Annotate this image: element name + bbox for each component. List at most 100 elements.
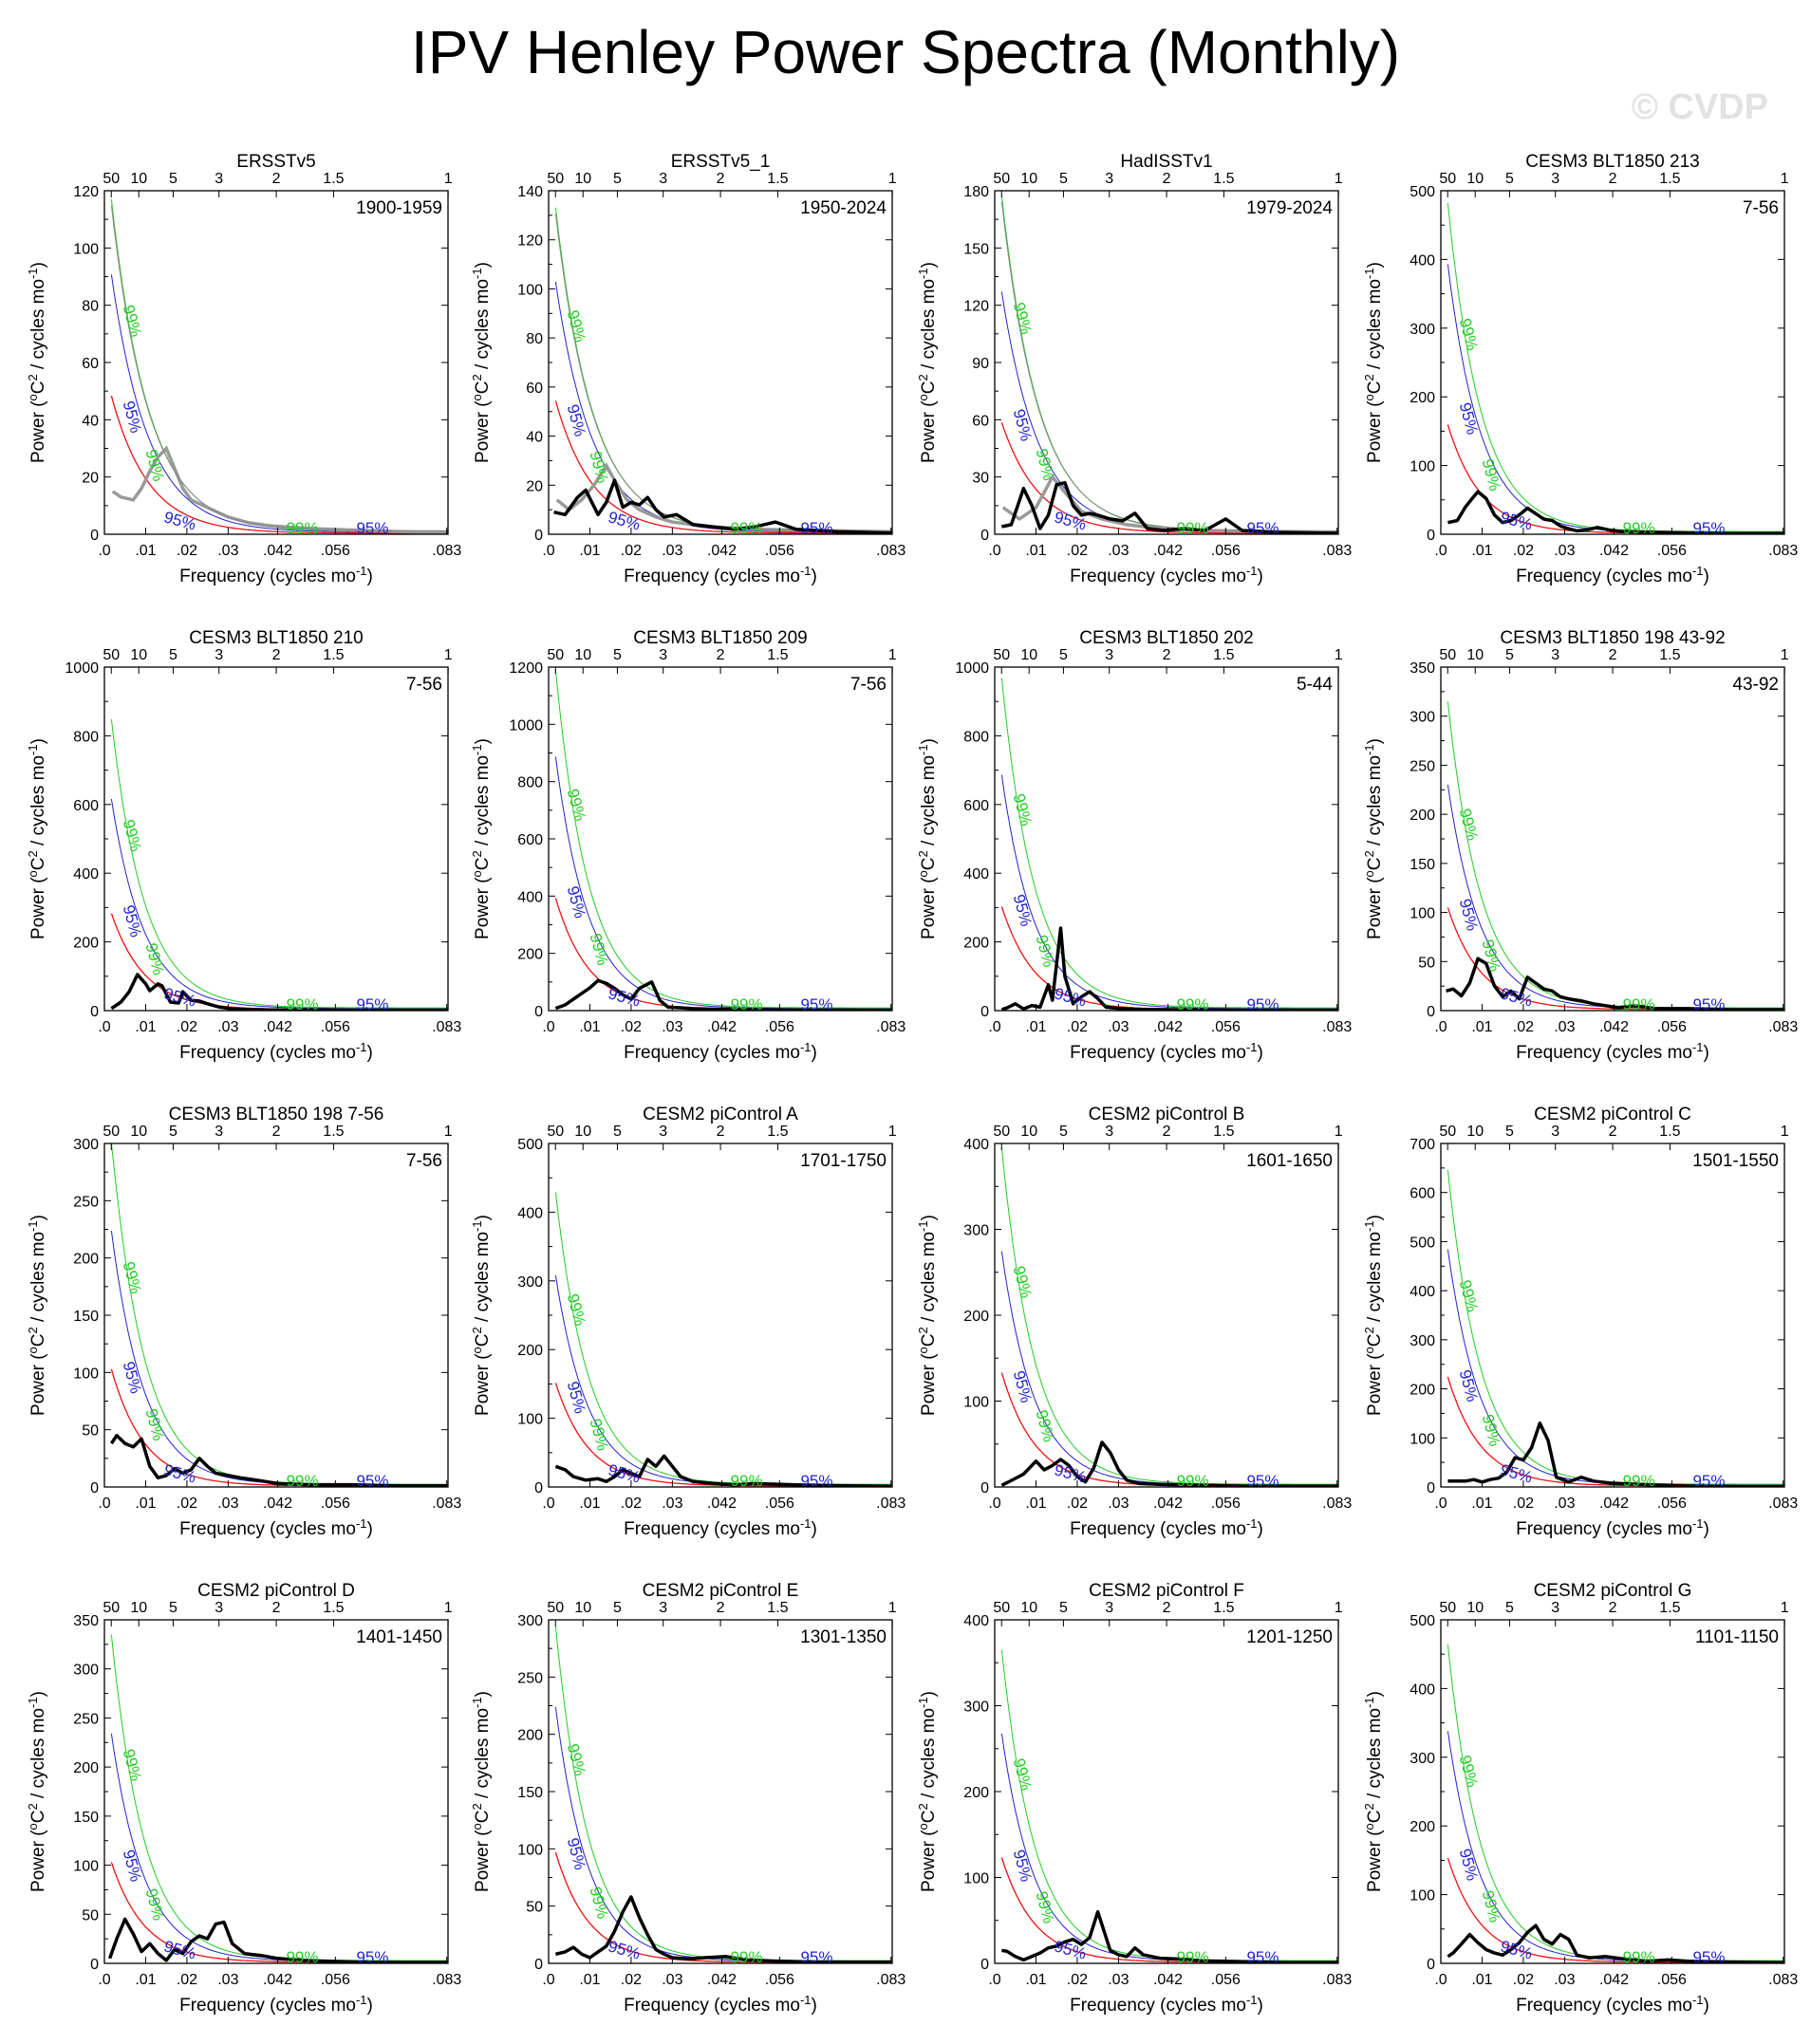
conf95-label: 95%	[1246, 995, 1279, 1013]
y-tick-label: 60	[526, 381, 543, 397]
conf95-label: 95%	[1010, 1848, 1036, 1884]
x-tick-label: .01	[135, 1496, 156, 1512]
top-tick-label: 1.5	[767, 647, 788, 663]
x-tick-label: .02	[621, 1496, 642, 1512]
panel-title: CESM3 BLT1850 213	[1525, 152, 1699, 172]
conf95-label: 95%	[800, 519, 832, 537]
top-tick-label: 10	[130, 171, 147, 187]
top-tick-label: 3	[215, 1124, 223, 1140]
x-tick-label: .083	[876, 1496, 906, 1512]
top-tick-label: 1	[888, 171, 897, 187]
top-tick-label: 1.5	[1659, 1124, 1680, 1140]
top-tick-label: 50	[547, 1600, 564, 1616]
conf99-label: 99%	[587, 1417, 612, 1453]
x-tick-label: .056	[1657, 1972, 1687, 1988]
top-tick-label: 10	[1020, 1124, 1037, 1140]
panel-data	[1000, 1649, 1338, 1963]
conf99-label: 99%	[1479, 457, 1504, 493]
panel-1: 99%95%99%95% 99% 95%020406080100120.0.01.0…	[26, 152, 461, 586]
panel-data	[110, 199, 448, 534]
conf99-label: 99%	[120, 1260, 145, 1296]
x-tick-label: .02	[1067, 543, 1088, 559]
top-tick-label: 2	[1609, 171, 1617, 187]
y-tick-label: 30	[972, 471, 989, 487]
period-label: 1501-1550	[1692, 1151, 1779, 1171]
top-tick-label: 1	[1335, 1600, 1343, 1616]
x-tick-label: .042	[1599, 1496, 1629, 1512]
x-tick-label: .042	[1153, 1972, 1183, 1988]
panel-data	[1447, 1644, 1784, 1963]
x-tick-label: .083	[1322, 543, 1352, 559]
panel-2: 99%95%99%95% 99% 95%020406080100120140.0.0…	[470, 152, 906, 586]
top-tick-label: 2	[717, 1124, 725, 1140]
panel-9: 99%95%99%95% 99% 95%050100150200250300.0.0…	[26, 1105, 461, 1539]
period-label: 7-56	[850, 675, 887, 695]
conf99-label: 99%	[1033, 447, 1058, 483]
x-tick-label: .083	[1322, 1972, 1352, 1988]
top-tick-label: 3	[215, 171, 223, 187]
conf95-label: 95%	[800, 995, 832, 1013]
x-tick-label: .056	[321, 1972, 350, 1988]
x-tick-label: .02	[1513, 1496, 1534, 1512]
y-axis-label: Power (oC2 / cycles mo-1)	[470, 1215, 493, 1416]
conf99-label: 99%	[1177, 1948, 1209, 1966]
conf99-curve	[110, 718, 448, 1009]
top-tick-label: 10	[1020, 171, 1037, 187]
x-tick-label: .03	[217, 543, 238, 559]
conf99-label: 99%	[1033, 1408, 1058, 1444]
x-tick-label: .056	[321, 543, 350, 559]
conf99-curve	[554, 1626, 892, 1961]
panel-title: ERSSTv5_1	[671, 152, 771, 172]
conf99-label: 99%	[564, 308, 589, 344]
y-tick-label: 600	[73, 798, 99, 814]
conf95-label: 95%	[1246, 519, 1279, 537]
x-tick-label: .01	[1471, 1496, 1492, 1512]
top-tick-label: 3	[1551, 171, 1559, 187]
top-tick-label: 50	[547, 647, 564, 663]
panel-12: 99%95%99%95% 99% 95%0100200300400500600700…	[1362, 1105, 1798, 1539]
top-tick-label: 1.5	[323, 171, 344, 187]
x-tick-label: .042	[1599, 1972, 1629, 1988]
y-tick-label: 50	[1418, 955, 1435, 971]
panel-title: HadISSTv1	[1120, 152, 1212, 172]
x-tick-label: .02	[1513, 543, 1534, 559]
top-tick-label: 10	[130, 1600, 147, 1616]
conf95-label: 95%	[1246, 1472, 1279, 1490]
y-tick-label: 0	[980, 1957, 989, 1973]
conf99-label: 99%	[731, 1472, 763, 1490]
conf95-label: 95%	[607, 1460, 643, 1486]
top-tick-label: 1.5	[1659, 1600, 1680, 1616]
x-tick-label: .03	[662, 1972, 682, 1988]
top-tick-label: 1	[1781, 1124, 1789, 1140]
spectrum-line	[1001, 1909, 1337, 1963]
conf99-curve	[554, 670, 892, 1009]
panel-7: 99%95%99%95% 99% 95%02004006008001000.0.01…	[916, 628, 1352, 1063]
top-tick-label: 2	[717, 1600, 725, 1616]
conf95-curve	[110, 1733, 448, 1962]
panel-data	[1447, 202, 1784, 534]
x-tick-label: .056	[321, 1496, 350, 1512]
top-tick-label: 50	[1439, 1124, 1456, 1140]
conf99-label: 99%	[731, 519, 763, 537]
top-tick-label: 2	[272, 1124, 281, 1140]
panel-13: 99%95%99%95% 99% 95%050100150200250300350.…	[26, 1581, 461, 2016]
y-tick-label: 300	[963, 1700, 989, 1716]
y-tick-label: 200	[517, 1343, 543, 1359]
conf99-label: 99%	[142, 941, 168, 977]
y-tick-label: 400	[963, 866, 989, 883]
y-tick-label: 300	[1410, 1751, 1435, 1767]
conf95-label: 95%	[162, 508, 198, 533]
y-tick-label: 100	[1410, 1888, 1435, 1905]
conf95-label: 95%	[1010, 892, 1036, 928]
top-tick-label: 1.5	[1659, 171, 1680, 187]
y-axis-label: Power (oC2 / cycles mo-1)	[916, 1215, 939, 1416]
conf99-label: 99%	[120, 818, 145, 854]
conf95-curve	[1000, 774, 1338, 1010]
x-axis-label: Frequency (cycles mo-1)	[1516, 1040, 1709, 1063]
conf95-curve	[110, 798, 448, 1010]
x-tick-label: .083	[432, 1019, 461, 1035]
top-tick-label: 1	[888, 1124, 897, 1140]
panel-title: CESM3 BLT1850 209	[633, 628, 807, 648]
period-label: 1900-1959	[356, 198, 442, 218]
